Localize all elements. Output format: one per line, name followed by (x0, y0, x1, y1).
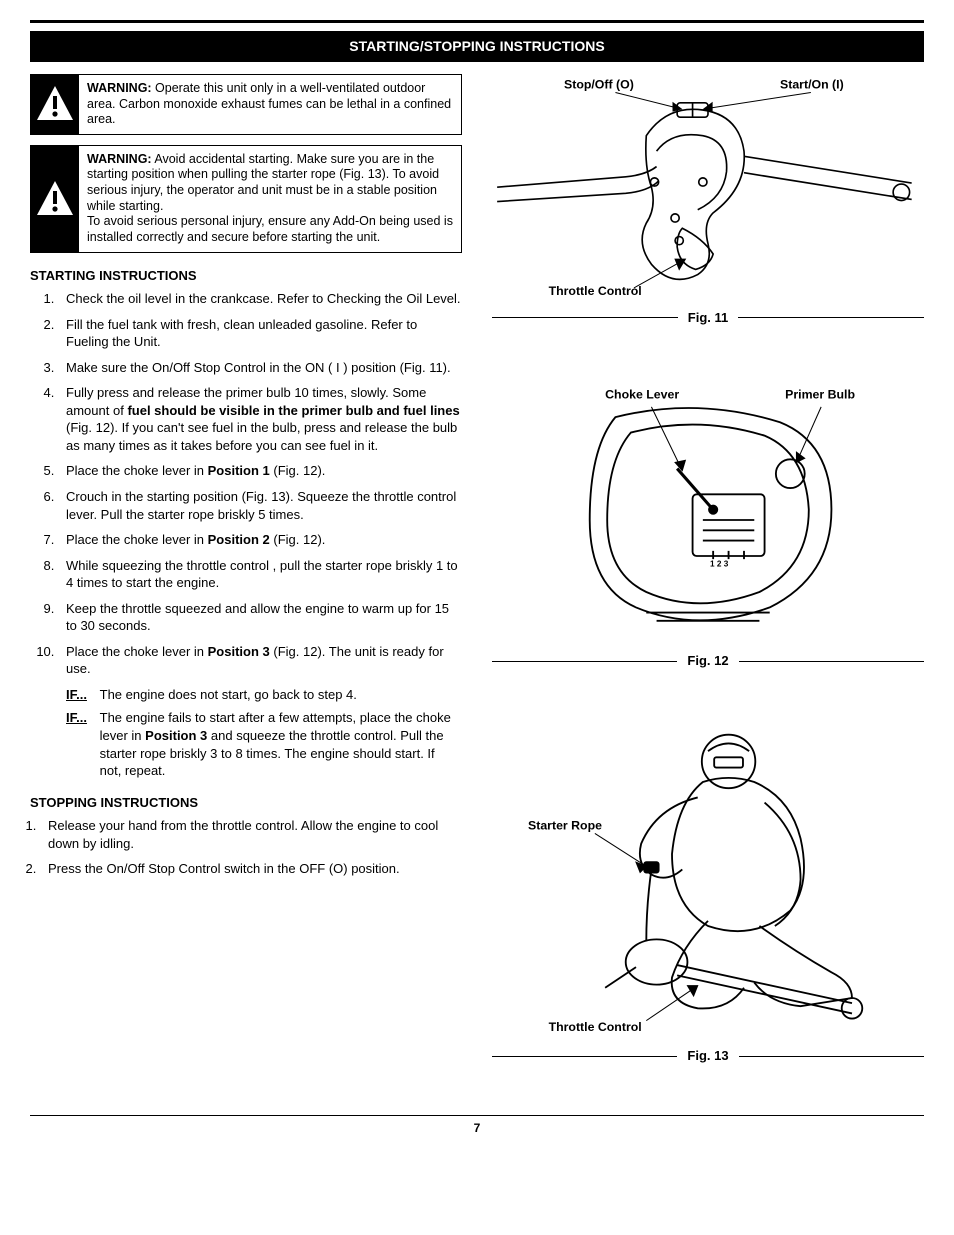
step-text: Release your hand from the throttle cont… (48, 818, 438, 851)
stop-step-1: Release your hand from the throttle cont… (40, 817, 462, 852)
step-bold: Position 2 (208, 532, 270, 547)
step-bold: Position 1 (208, 463, 270, 478)
figure-11-svg: Stop/Off (O) Start/On (I) Throttle Contr… (492, 74, 924, 300)
step-bold: Position 3 (208, 644, 270, 659)
figure-caption-row: Fig. 13 (492, 1047, 924, 1065)
warning-box-1: WARNING: Operate this unit only in a wel… (30, 74, 462, 135)
step-text: Press the On/Off Stop Control switch in … (48, 861, 400, 876)
label-primer-bulb: Primer Bulb (785, 388, 855, 402)
warning-label: WARNING: (87, 81, 152, 95)
label-start-on: Start/On (I) (780, 77, 844, 91)
figure-12-svg: 1 2 3 Choke Lever Primer Bulb (492, 376, 924, 643)
step-2: Fill the fuel tank with fresh, clean unl… (58, 316, 462, 351)
step-text: Fill the fuel tank with fresh, clean unl… (66, 317, 417, 350)
step-text: Make sure the On/Off Stop Control in the… (66, 360, 451, 375)
warning-triangle-icon (35, 179, 75, 219)
if-bold: Position 3 (145, 728, 207, 743)
step-8: While squeezing the throttle control , p… (58, 557, 462, 592)
step-text: Place the choke lever in (66, 644, 208, 659)
caption-line (492, 317, 678, 318)
step-text: While squeezing the throttle control , p… (66, 558, 458, 591)
warning-text-1: WARNING: Operate this unit only in a wel… (79, 75, 461, 134)
page: STARTING/STOPPING INSTRUCTIONS WARNING: … (30, 20, 924, 1180)
warning-label: WARNING: (87, 152, 152, 166)
two-column-layout: WARNING: Operate this unit only in a wel… (30, 74, 924, 1095)
warning-icon-cell (31, 146, 79, 252)
caption-line (492, 661, 677, 662)
caption-line (738, 317, 924, 318)
page-number: 7 (30, 1115, 924, 1136)
starting-instructions-heading: STARTING INSTRUCTIONS (30, 267, 462, 285)
figure-11: Stop/Off (O) Start/On (I) Throttle Contr… (492, 74, 924, 326)
caption-line (492, 1056, 677, 1057)
label-throttle-control: Throttle Control (549, 284, 642, 298)
figure-11-caption: Fig. 11 (678, 309, 738, 327)
step-bold: fuel should be visible in the primer bul… (127, 403, 459, 418)
step-6: Crouch in the starting position (Fig. 13… (58, 488, 462, 523)
if-label: IF... (66, 709, 96, 727)
warning-triangle-icon (35, 84, 75, 124)
step-10: Place the choke lever in Position 3 (Fig… (58, 643, 462, 678)
warning-icon-cell (31, 75, 79, 134)
step-1: Check the oil level in the crankcase. Re… (58, 290, 462, 308)
if-block-2: IF... The engine fails to start after a … (66, 709, 462, 779)
step-text: Check the oil level in the crankcase. Re… (66, 291, 461, 306)
stopping-steps-list: Release your hand from the throttle cont… (40, 817, 462, 878)
step-4: Fully press and release the primer bulb … (58, 384, 462, 454)
svg-text:1 2 3: 1 2 3 (710, 560, 729, 569)
caption-line (739, 661, 924, 662)
figure-13: Starter Rope Throttle Control Fig. 13 (492, 710, 924, 1065)
label-starter-rope: Starter Rope (528, 818, 602, 832)
if-text: The engine fails to start after a few at… (100, 709, 458, 779)
stopping-instructions-heading: STOPPING INSTRUCTIONS (30, 794, 462, 812)
figure-13-svg: Starter Rope Throttle Control (492, 710, 924, 1039)
step-text: Crouch in the starting position (Fig. 13… (66, 489, 456, 522)
stop-step-2: Press the On/Off Stop Control switch in … (40, 860, 462, 878)
label-throttle-control: Throttle Control (549, 1020, 642, 1034)
step-text: Keep the throttle squeezed and allow the… (66, 601, 449, 634)
figure-13-caption: Fig. 13 (677, 1047, 738, 1065)
step-text: Place the choke lever in (66, 532, 208, 547)
figure-12-caption: Fig. 12 (677, 652, 738, 670)
label-stop-off: Stop/Off (O) (564, 77, 634, 91)
left-column: WARNING: Operate this unit only in a wel… (30, 74, 462, 1095)
step-5: Place the choke lever in Position 1 (Fig… (58, 462, 462, 480)
starting-steps-list: Check the oil level in the crankcase. Re… (58, 290, 462, 678)
figure-caption-row: Fig. 11 (492, 309, 924, 327)
figure-12: 1 2 3 Choke Lever Primer Bulb (492, 376, 924, 670)
warning-body-2: To avoid serious personal injury, ensure… (87, 214, 453, 245)
warning-text-2: WARNING: Avoid accidental starting. Make… (79, 146, 461, 252)
step-7: Place the choke lever in Position 2 (Fig… (58, 531, 462, 549)
figure-caption-row: Fig. 12 (492, 652, 924, 670)
section-title-bar: STARTING/STOPPING INSTRUCTIONS (30, 31, 924, 62)
step-3: Make sure the On/Off Stop Control in the… (58, 359, 462, 377)
if-text: The engine does not start, go back to st… (100, 686, 458, 704)
caption-line (739, 1056, 924, 1057)
step-text: (Fig. 12). (270, 463, 326, 478)
step-text: (Fig. 12). (270, 532, 326, 547)
label-choke-lever: Choke Lever (605, 388, 679, 402)
right-column: Stop/Off (O) Start/On (I) Throttle Contr… (492, 74, 924, 1095)
step-text: Place the choke lever in (66, 463, 208, 478)
step-9: Keep the throttle squeezed and allow the… (58, 600, 462, 635)
warning-box-2: WARNING: Avoid accidental starting. Make… (30, 145, 462, 253)
step-text: (Fig. 12). If you can't see fuel in the … (66, 420, 457, 453)
if-label: IF... (66, 686, 96, 704)
if-block-1: IF... The engine does not start, go back… (66, 686, 462, 704)
